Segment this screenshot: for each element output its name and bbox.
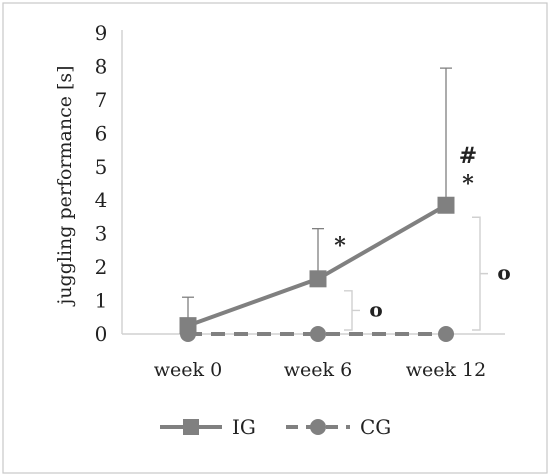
x-axis-ticks: week 0 week 6 week 12 <box>154 359 486 381</box>
y-axis-ticks: 0 1 2 3 4 5 6 7 8 9 <box>95 21 108 346</box>
x-tick-label: week 0 <box>154 359 222 381</box>
data-point-ig <box>437 196 455 214</box>
y-tick-label: 4 <box>95 188 108 212</box>
bracket-label: o <box>497 261 510 285</box>
y-tick-label: 9 <box>95 21 108 45</box>
y-tick-label: 3 <box>95 222 108 246</box>
significance-marker: * <box>462 171 474 197</box>
y-tick-label: 7 <box>95 88 108 112</box>
bracket-label: o <box>369 297 382 321</box>
significance-bracket <box>472 216 488 331</box>
y-axis-title: juggling performance [s] <box>54 65 76 306</box>
y-tick-label: 8 <box>95 54 108 78</box>
legend: IG CG <box>160 415 391 439</box>
y-tick-label: 2 <box>95 255 108 279</box>
legend-marker-cg <box>310 419 326 435</box>
data-point-cg <box>438 326 454 342</box>
annotations: **# <box>334 143 477 259</box>
data-point-ig <box>179 317 197 335</box>
legend-label-ig: IG <box>232 415 256 439</box>
significance-brackets: oo <box>344 216 511 331</box>
y-tick-label: 6 <box>95 121 108 145</box>
data-point-ig <box>309 270 327 288</box>
significance-bracket <box>344 290 360 331</box>
legend-marker-ig <box>183 419 199 435</box>
data-point-cg <box>310 326 326 342</box>
series-markers <box>179 196 455 342</box>
legend-label-cg: CG <box>360 415 391 439</box>
significance-marker: * <box>334 233 346 259</box>
x-tick-label: week 12 <box>406 359 486 381</box>
y-tick-label: 1 <box>95 289 108 313</box>
x-tick-label: week 6 <box>284 359 352 381</box>
y-tick-label: 5 <box>95 155 108 179</box>
significance-marker: # <box>459 143 477 169</box>
y-tick-label: 0 <box>95 322 108 346</box>
